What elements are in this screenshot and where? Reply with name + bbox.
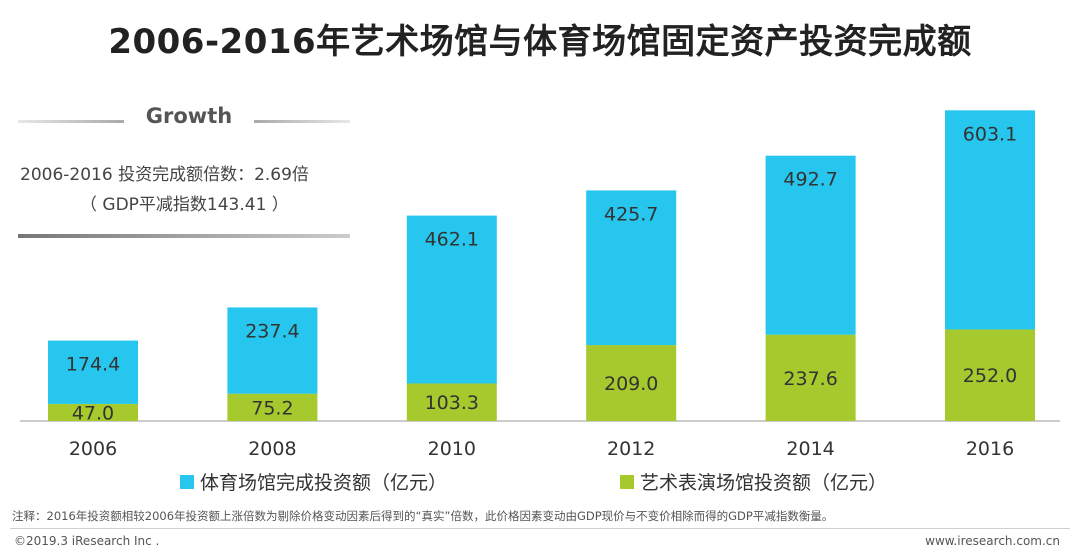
data-label-sports-2016: 603.1 (963, 123, 1017, 145)
data-label-arts-2012: 209.0 (604, 373, 658, 395)
growth-gdp-deflator-text: （ GDP平减指数143.41 ） (80, 195, 289, 215)
growth-divider-bottom (18, 234, 350, 238)
growth-label: Growth (145, 104, 233, 128)
bar-arts-2008 (227, 393, 318, 421)
website-url: www.iresearch.com.cn (925, 534, 1060, 548)
data-label-sports-2014: 492.7 (783, 169, 837, 191)
bar-arts-2014 (765, 334, 856, 421)
bar-sports-2016 (945, 110, 1035, 330)
copyright: ©2019.3 iResearch Inc . (14, 534, 160, 548)
x-tick-label-2010: 2010 (428, 438, 476, 460)
stacked-bar-chart: 47.0 174.4 2006 75.2 237.4 2008 103.3 462.1 2010… (20, 110, 1060, 494)
growth-annotation-box: Growth 2006-2016 投资完成额倍数：2.69倍 （ GDP平减指数… (18, 98, 350, 240)
growth-divider-right (254, 120, 350, 123)
x-tick-label-2008: 2008 (248, 438, 296, 460)
bar-sports-2010 (406, 215, 497, 384)
x-tick-label-2006: 2006 (69, 438, 117, 460)
growth-multiple-text: 2006-2016 投资完成额倍数：2.69倍 (20, 165, 309, 185)
data-label-arts-2006: 47.0 (72, 402, 114, 424)
footnote: 注释：2016年投资额相较2006年投资额上涨倍数为剔除价格变动因素后得到的“真… (12, 509, 834, 523)
footer-divider (10, 528, 1070, 529)
bar-sports-2008 (227, 307, 318, 394)
bar-arts-2010 (406, 383, 497, 421)
legend-arts-label: 艺术表演场馆投资额（亿元） (640, 472, 887, 494)
bar-sports-2006 (48, 340, 138, 404)
data-label-arts-2010: 103.3 (425, 392, 479, 414)
data-label-sports-2006: 174.4 (66, 354, 120, 376)
legend-sports-label: 体育场馆完成投资额（亿元） (200, 472, 447, 494)
bar-arts-2012 (586, 345, 677, 421)
bar-sports-2014 (765, 155, 856, 335)
x-tick-label-2016: 2016 (966, 438, 1014, 460)
bar-arts-2006 (48, 403, 138, 421)
x-tick-label-2014: 2014 (786, 438, 834, 460)
data-label-arts-2014: 237.6 (783, 368, 837, 390)
data-label-arts-2008: 75.2 (251, 397, 293, 419)
data-label-sports-2010: 462.1 (425, 229, 479, 251)
data-label-sports-2012: 425.7 (604, 203, 658, 225)
data-label-arts-2016: 252.0 (963, 365, 1017, 387)
legend-arts-swatch (620, 475, 634, 489)
bar-arts-2016 (945, 329, 1035, 421)
bar-sports-2012 (586, 190, 677, 346)
growth-divider-left (18, 120, 124, 123)
x-tick-label-2012: 2012 (607, 438, 655, 460)
legend-sports-swatch (180, 475, 194, 489)
data-label-sports-2008: 237.4 (245, 320, 299, 342)
chart-title: 2006-2016年艺术场馆与体育场馆固定资产投资完成额 (108, 22, 972, 62)
